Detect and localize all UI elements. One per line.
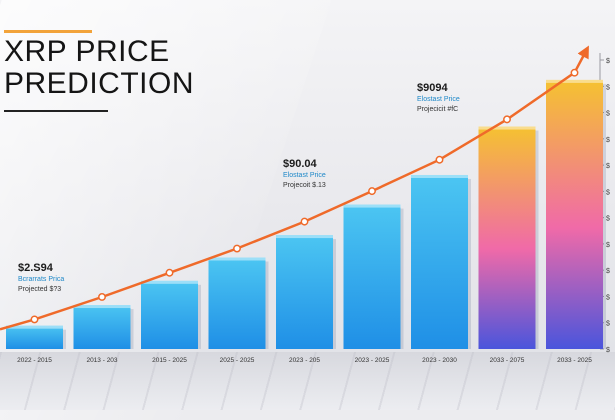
trend-point xyxy=(570,68,579,77)
trend-point xyxy=(368,187,376,196)
y-tick-label: $ xyxy=(606,268,610,275)
y-tick-label: $ xyxy=(606,111,610,118)
x-tick-label: 2013 - 203 xyxy=(86,357,117,364)
annotation-2-projection: Projecoit $.13 xyxy=(283,182,326,189)
annotation-1-price: $2.S94 xyxy=(18,262,53,274)
bar-top-highlight xyxy=(208,257,266,261)
bar xyxy=(208,257,266,349)
y-tick-label: $ xyxy=(606,137,610,144)
trend-point xyxy=(503,115,511,124)
trend-point xyxy=(98,293,106,301)
title-underline xyxy=(4,110,108,112)
bar-top-highlight xyxy=(73,305,131,309)
annotation-1-sub: Bcrarrats Prica xyxy=(18,276,65,283)
x-tick-label: 2022 - 2015 xyxy=(17,357,52,364)
bar-top-highlight xyxy=(276,235,333,239)
bar-top-highlight xyxy=(411,174,468,178)
trend-line-group xyxy=(0,45,589,331)
bar-top-highlight xyxy=(478,126,536,130)
annotation-3: $9094 Elostast Price Projecicit #fC xyxy=(417,82,460,113)
trend-point xyxy=(435,155,444,164)
bar xyxy=(276,235,333,349)
title-line-1: XRP PRICE xyxy=(4,35,170,68)
title-accent-line xyxy=(4,30,92,33)
bar-top-highlight xyxy=(141,280,198,284)
y-tick-label: $ xyxy=(606,294,610,301)
bar xyxy=(546,79,603,349)
x-tick-label: 2023 - 2025 xyxy=(355,357,390,364)
x-tick-label: 2033 - 2025 xyxy=(557,357,592,364)
y-tick-label: $ xyxy=(606,242,610,249)
bar-top-highlight xyxy=(343,204,401,208)
bar-top-highlight xyxy=(6,325,63,329)
annotation-3-price: $9094 xyxy=(417,82,448,94)
x-tick-label: 2033 - 2075 xyxy=(490,357,525,364)
bar xyxy=(141,280,198,349)
x-axis-labels: 2022 - 2015 2013 - 203 2015 - 2025 2025 - 2… xyxy=(17,357,592,364)
chart-title: XRP PRICE PREDICTION xyxy=(4,30,214,112)
bar xyxy=(411,174,468,349)
bar-chart: $ $ $ $ $ $ $ $ $ $ $ $ 2022 - 2015 2013 - 203 2015 -… xyxy=(0,45,610,364)
y-tick-label: $ xyxy=(606,58,610,65)
annotation-2: $90.04 Elostast Price Projecoit $.13 xyxy=(283,158,326,189)
bar-top-highlight xyxy=(546,79,603,83)
y-tick-label: $ xyxy=(606,216,610,223)
annotation-1-projection: Projected $?3 xyxy=(18,286,62,293)
annotation-3-sub: Elostast Price xyxy=(417,96,460,103)
trend-point xyxy=(30,315,39,324)
x-tick-label: 2023 - 205 xyxy=(289,357,320,364)
y-tick-label: $ xyxy=(606,347,610,354)
annotation-2-sub: Elostast Price xyxy=(283,172,326,179)
annotation-1: $2.S94 Bcrarrats Prica Projected $?3 xyxy=(18,262,64,293)
bar xyxy=(478,126,536,349)
bar xyxy=(6,325,63,349)
trend-point xyxy=(233,244,241,253)
y-tick-label: $ xyxy=(606,84,610,91)
y-tick-label: $ xyxy=(606,189,610,196)
x-tick-label: 2023 - 2030 xyxy=(422,357,457,364)
y-tick-label: $ xyxy=(606,321,610,328)
bar xyxy=(343,204,401,349)
floor xyxy=(0,352,615,410)
trend-point xyxy=(300,217,309,226)
bars-group xyxy=(6,79,606,349)
title-line-2: PREDICTION xyxy=(4,67,195,100)
bar xyxy=(73,305,131,349)
annotation-3-projection: Projecicit #fC xyxy=(417,106,459,113)
y-tick-label: $ xyxy=(606,163,610,170)
x-tick-label: 2015 - 2025 xyxy=(152,357,187,364)
annotation-2-price: $90.04 xyxy=(283,158,317,170)
x-tick-label: 2025 - 2025 xyxy=(220,357,255,364)
trend-point xyxy=(165,268,174,277)
